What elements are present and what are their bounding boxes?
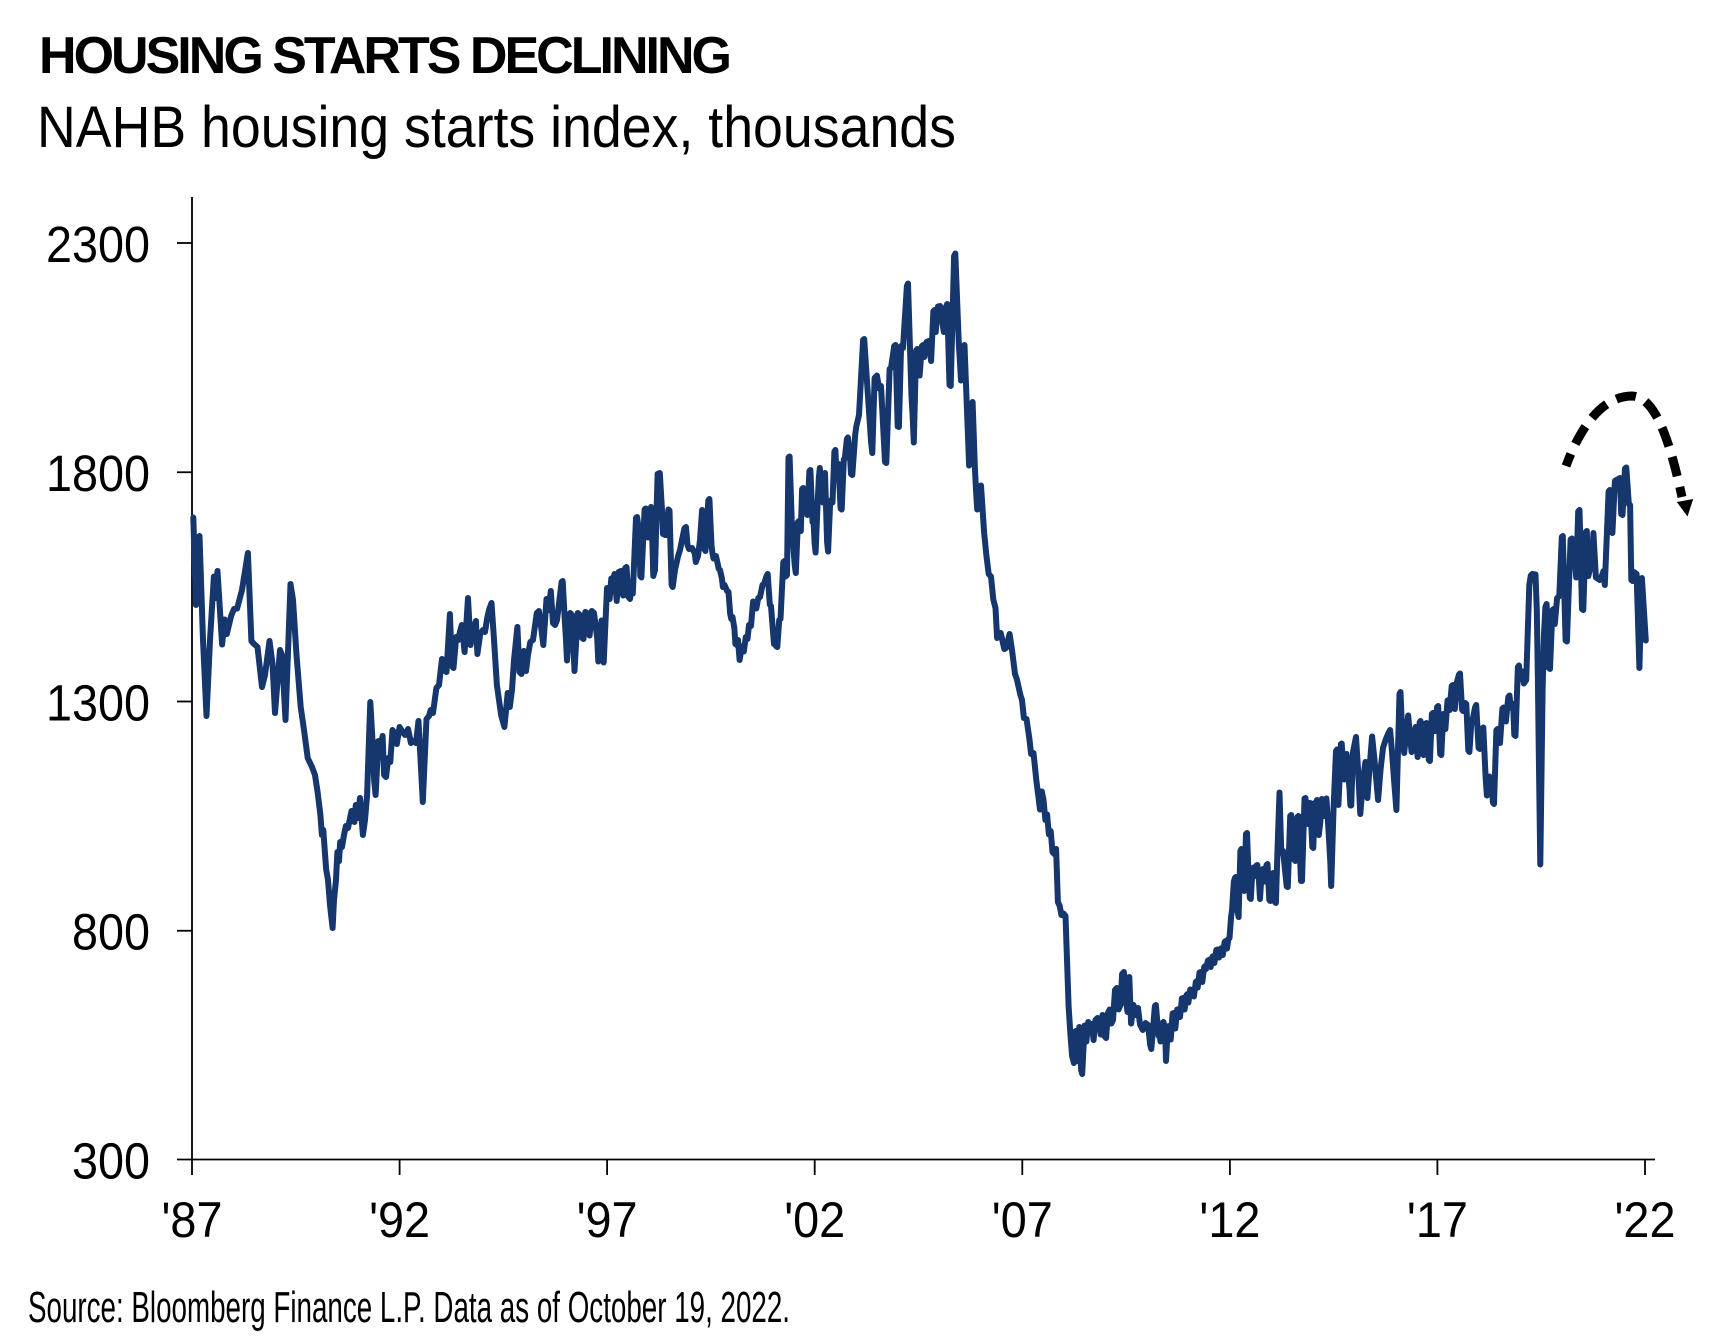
svg-text:'12: '12: [1199, 1192, 1260, 1248]
svg-text:'07: '07: [992, 1192, 1053, 1248]
svg-text:1300: 1300: [46, 674, 150, 731]
svg-text:800: 800: [72, 904, 150, 961]
svg-text:300: 300: [72, 1132, 150, 1189]
svg-text:'22: '22: [1615, 1192, 1676, 1248]
svg-text:1800: 1800: [46, 445, 150, 502]
svg-text:'02: '02: [784, 1192, 845, 1248]
svg-text:'87: '87: [162, 1192, 223, 1248]
svg-text:2300: 2300: [46, 216, 150, 273]
svg-text:'97: '97: [577, 1192, 638, 1248]
svg-text:NAHB housing starts index, tho: NAHB housing starts index, thousands: [37, 95, 956, 160]
svg-text:'17: '17: [1407, 1192, 1468, 1248]
svg-text:HOUSING STARTS DECLINING: HOUSING STARTS DECLINING: [39, 27, 732, 85]
svg-text:'92: '92: [369, 1192, 430, 1248]
svg-text:Source: Bloomberg Finance L.P.: Source: Bloomberg Finance L.P. Data as o…: [28, 1283, 790, 1332]
